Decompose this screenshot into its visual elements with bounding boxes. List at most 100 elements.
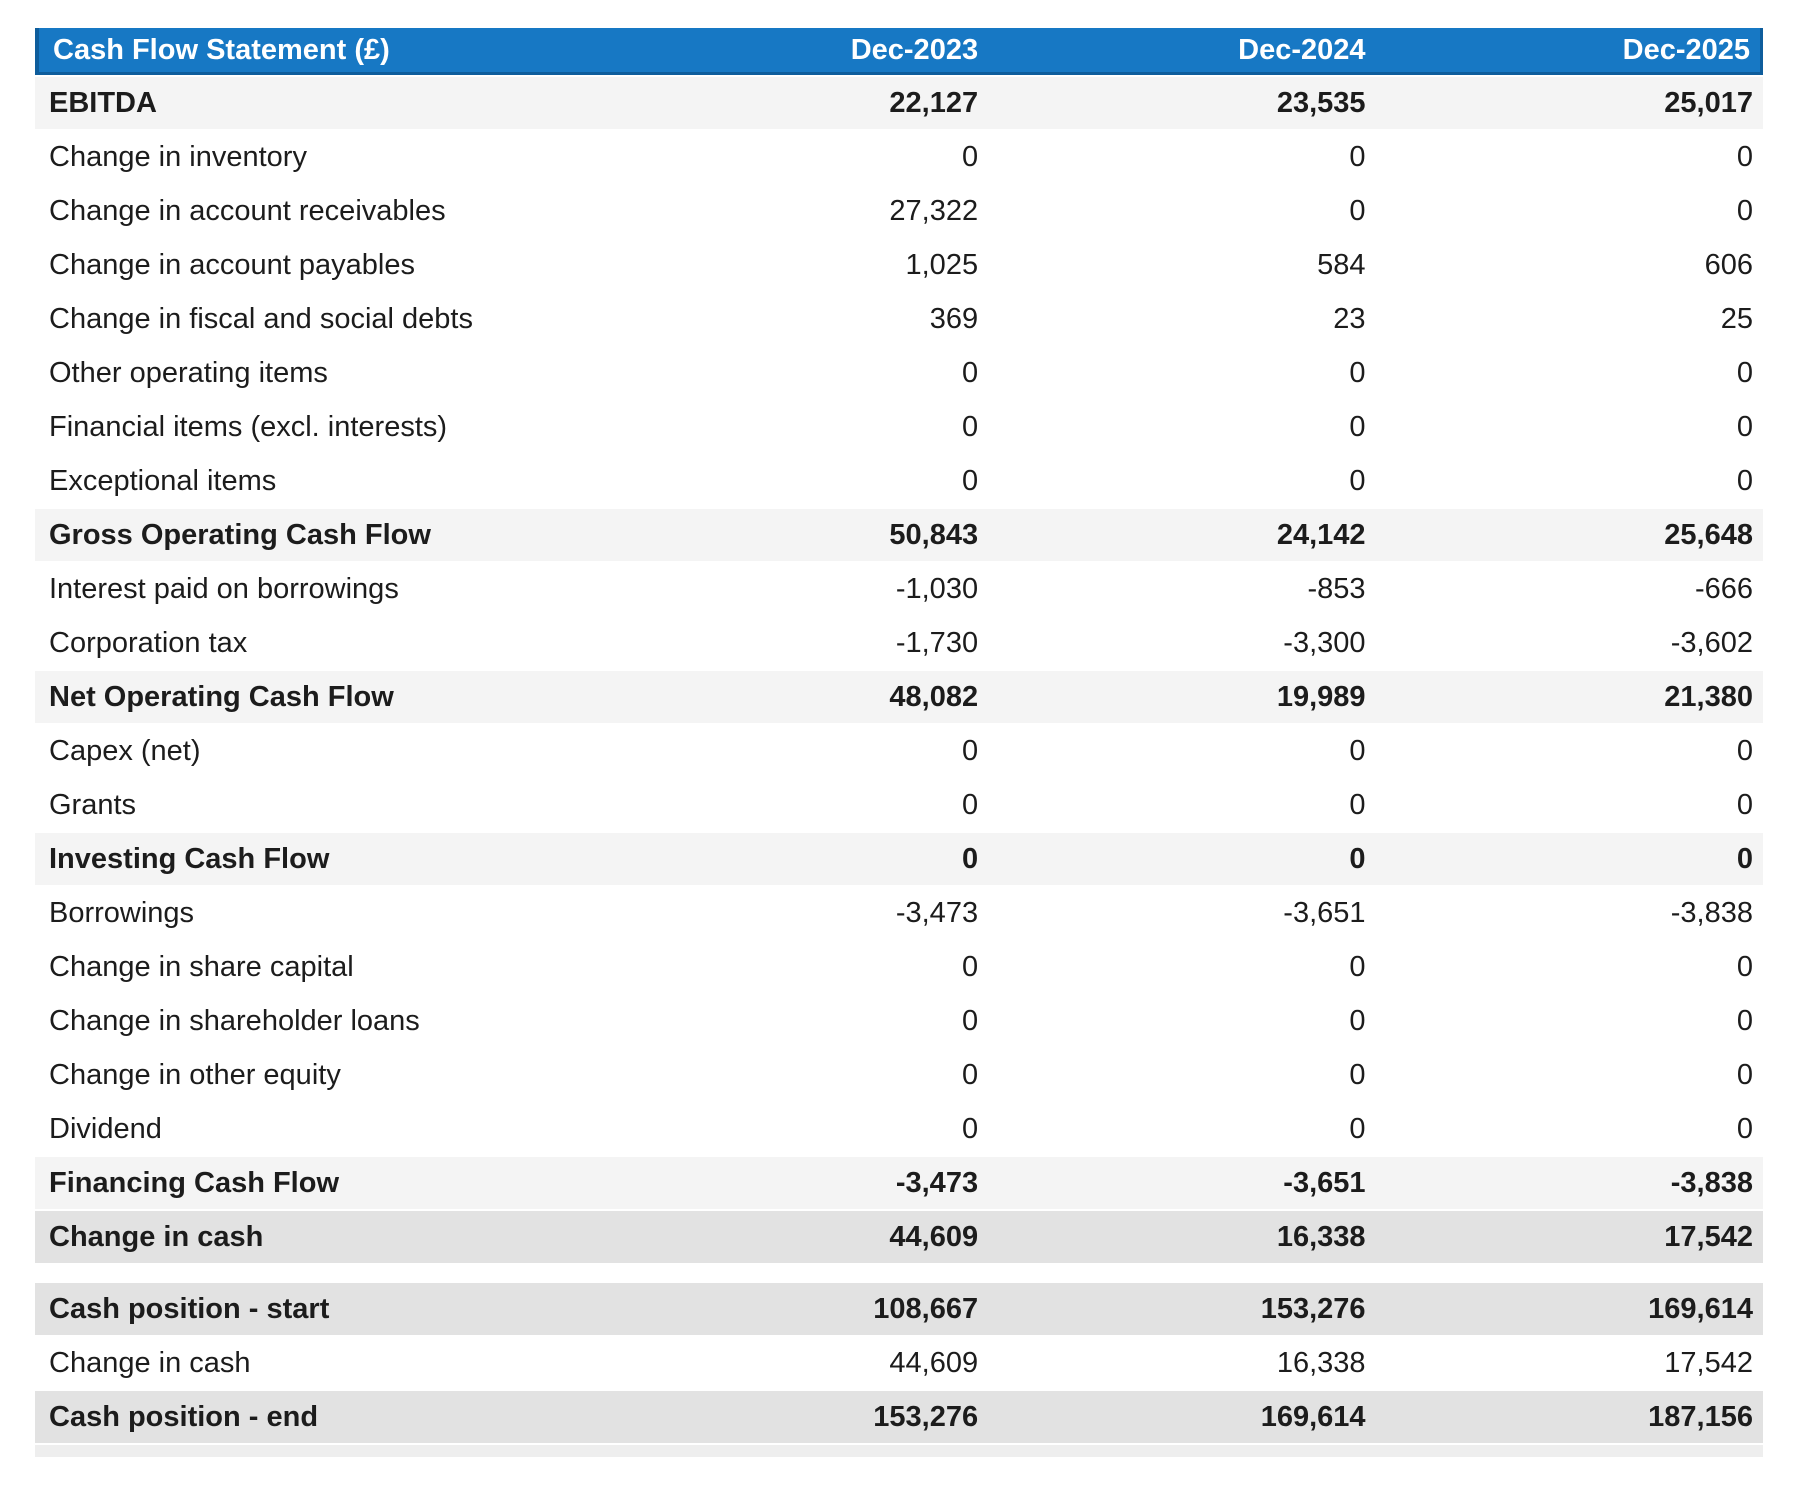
row-label: Other operating items: [35, 347, 601, 399]
row-value: 21,380: [1375, 671, 1763, 723]
row-value: 153,276: [600, 1391, 989, 1443]
table-row: Borrowings -3,473 -3,651 -3,838: [35, 887, 1763, 939]
row-value: -3,300: [988, 617, 1376, 669]
row-value: 0: [600, 1049, 989, 1101]
row-value: -3,838: [1375, 1157, 1763, 1209]
row-label: Change in inventory: [35, 131, 601, 183]
column-header-dec-2024: Dec-2024: [988, 28, 1376, 75]
row-label: Change in account receivables: [35, 185, 601, 237]
row-value: 0: [600, 1103, 989, 1155]
row-value: 16,338: [988, 1337, 1376, 1389]
row-value: 16,338: [988, 1211, 1376, 1263]
row-value: -3,473: [600, 1157, 989, 1209]
table-row: Change in cash 44,609 16,338 17,542: [35, 1211, 1763, 1263]
table-row: Change in inventory 0 0 0: [35, 131, 1763, 183]
footer-cell: [988, 1445, 1376, 1457]
row-label: Change in cash: [35, 1211, 601, 1263]
row-label: Cash position - start: [35, 1283, 601, 1335]
row-value: 169,614: [988, 1391, 1376, 1443]
row-value: 17,542: [1375, 1337, 1763, 1389]
row-value: 23: [988, 293, 1376, 345]
row-label: Interest paid on borrowings: [35, 563, 601, 615]
row-label: Capex (net): [35, 725, 601, 777]
row-value: 0: [1375, 725, 1763, 777]
column-header-dec-2025: Dec-2025: [1375, 28, 1763, 75]
spacer-row: [35, 1265, 1763, 1281]
row-label: Dividend: [35, 1103, 601, 1155]
row-value: 0: [1375, 995, 1763, 1047]
table-row: Net Operating Cash Flow 48,082 19,989 21,38…: [35, 671, 1763, 723]
row-value: -1,030: [600, 563, 989, 615]
footer-cell: [1375, 1445, 1763, 1457]
row-label: Cash position - end: [35, 1391, 601, 1443]
table-header-row: Cash Flow Statement (£) Dec-2023 Dec-202…: [35, 28, 1763, 75]
row-label: Borrowings: [35, 887, 601, 939]
table-row: Corporation tax -1,730 -3,300 -3,602: [35, 617, 1763, 669]
table-footer-strip: [35, 1445, 1763, 1457]
table-row: Financial items (excl. interests) 0 0 0: [35, 401, 1763, 453]
row-value: 0: [1375, 941, 1763, 993]
row-label: Exceptional items: [35, 455, 601, 507]
row-value: -3,473: [600, 887, 989, 939]
column-header-dec-2023: Dec-2023: [600, 28, 989, 75]
row-value: 0: [600, 779, 989, 831]
row-value: 27,322: [600, 185, 989, 237]
row-value: 0: [600, 347, 989, 399]
table-row: EBITDA 22,127 23,535 25,017: [35, 77, 1763, 129]
row-value: -3,602: [1375, 617, 1763, 669]
row-label: Gross Operating Cash Flow: [35, 509, 601, 561]
row-label: Change in shareholder loans: [35, 995, 601, 1047]
table-row: Dividend 0 0 0: [35, 1103, 1763, 1155]
table-row: Exceptional items 0 0 0: [35, 455, 1763, 507]
row-value: 0: [1375, 185, 1763, 237]
row-label: Investing Cash Flow: [35, 833, 601, 885]
row-value: 0: [988, 401, 1376, 453]
row-value: -3,838: [1375, 887, 1763, 939]
row-label: Corporation tax: [35, 617, 601, 669]
row-label: Net Operating Cash Flow: [35, 671, 601, 723]
row-value: [988, 1265, 1376, 1281]
row-value: 0: [1375, 779, 1763, 831]
row-value: -3,651: [988, 887, 1376, 939]
row-value: 0: [1375, 1049, 1763, 1101]
row-value: 25,017: [1375, 77, 1763, 129]
row-value: 0: [988, 995, 1376, 1047]
row-label: Change in other equity: [35, 1049, 601, 1101]
row-value: 50,843: [600, 509, 989, 561]
row-label: Change in cash: [35, 1337, 601, 1389]
table-row: Financing Cash Flow -3,473 -3,651 -3,838: [35, 1157, 1763, 1209]
row-value: 0: [988, 779, 1376, 831]
row-value: 0: [600, 455, 989, 507]
row-value: 0: [600, 833, 989, 885]
row-label: [35, 1265, 601, 1281]
row-value: 48,082: [600, 671, 989, 723]
row-value: 0: [988, 131, 1376, 183]
row-value: 17,542: [1375, 1211, 1763, 1263]
row-value: -666: [1375, 563, 1763, 615]
row-value: -1,730: [600, 617, 989, 669]
row-value: 108,667: [600, 1283, 989, 1335]
row-value: 0: [600, 131, 989, 183]
row-value: 0: [1375, 347, 1763, 399]
row-value: 0: [1375, 131, 1763, 183]
row-value: 25,648: [1375, 509, 1763, 561]
row-value: 0: [988, 1103, 1376, 1155]
row-value: 369: [600, 293, 989, 345]
row-label: Financial items (excl. interests): [35, 401, 601, 453]
table-row: Change in cash 44,609 16,338 17,542: [35, 1337, 1763, 1389]
row-value: 0: [1375, 1103, 1763, 1155]
table-row: Change in shareholder loans 0 0 0: [35, 995, 1763, 1047]
row-value: 0: [600, 941, 989, 993]
table-row: Change in account receivables 27,322 0 0: [35, 185, 1763, 237]
table-row: Grants 0 0 0: [35, 779, 1763, 831]
table-row: Other operating items 0 0 0: [35, 347, 1763, 399]
row-value: 0: [988, 1049, 1376, 1101]
table-row: Interest paid on borrowings -1,030 -853 -66…: [35, 563, 1763, 615]
row-value: 1,025: [600, 239, 989, 291]
row-value: [600, 1265, 989, 1281]
row-value: 24,142: [988, 509, 1376, 561]
row-label: Change in account payables: [35, 239, 601, 291]
table-row: Change in share capital 0 0 0: [35, 941, 1763, 993]
row-value: -853: [988, 563, 1376, 615]
